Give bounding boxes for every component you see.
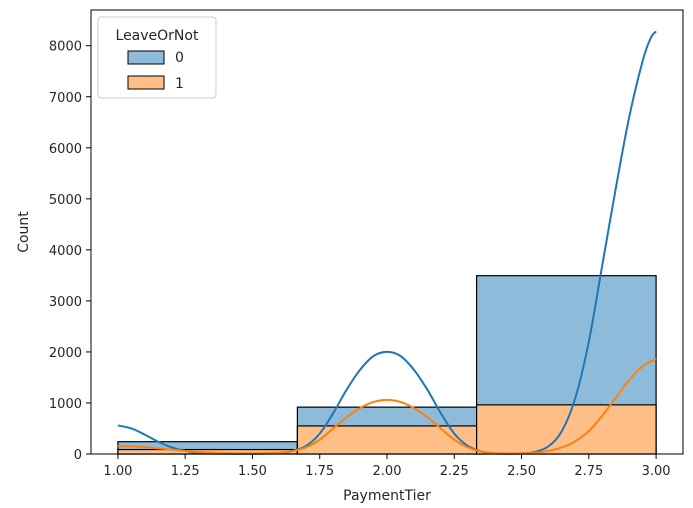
y-tick-label-8: 8000 xyxy=(49,40,82,55)
y-tick-label-5: 5000 xyxy=(49,193,82,208)
y-tick-label-6: 6000 xyxy=(49,142,82,157)
kde-line-series-1 xyxy=(117,358,657,455)
x-axis: 1.00 1.25 1.50 1.75 2.00 2.25 2.50 2.75 3.00 xyxy=(103,454,671,479)
x-axis-title: PaymentTier xyxy=(343,488,431,504)
kde-layer xyxy=(117,30,657,455)
x-tick-label-1: 1.25 xyxy=(171,464,200,479)
x-tick-label-3: 1.75 xyxy=(305,464,334,479)
legend-label-1: 1 xyxy=(175,76,184,92)
x-tick-label-6: 2.50 xyxy=(507,464,536,479)
legend-title: LeaveOrNot xyxy=(116,28,199,44)
kde-line-series-0 xyxy=(117,30,657,455)
x-tick-label-8: 3.00 xyxy=(642,464,671,479)
y-tick-label-0: 0 xyxy=(74,448,82,463)
y-tick-label-3: 3000 xyxy=(49,295,82,310)
legend: LeaveOrNot 0 1 xyxy=(97,16,217,99)
x-tick-label-5: 2.25 xyxy=(440,464,469,479)
legend-label-0: 0 xyxy=(175,50,184,66)
x-tick-label-7: 2.75 xyxy=(574,464,603,479)
y-tick-label-4: 4000 xyxy=(49,244,82,259)
x-tick-label-0: 1.00 xyxy=(103,464,132,479)
y-axis-title: Count xyxy=(16,211,32,253)
y-tick-label-2: 2000 xyxy=(49,346,82,361)
y-axis: 0 1000 2000 3000 4000 5000 6000 7000 8000 xyxy=(49,40,91,463)
y-tick-label-7: 7000 xyxy=(49,91,82,106)
legend-swatch-0 xyxy=(127,50,165,65)
y-tick-label-1: 1000 xyxy=(49,397,82,412)
bar-series-1-bin-1 xyxy=(296,425,478,455)
legend-swatch-1 xyxy=(127,75,165,90)
x-tick-label-2: 1.50 xyxy=(238,464,267,479)
x-tick-label-4: 2.00 xyxy=(373,464,402,479)
